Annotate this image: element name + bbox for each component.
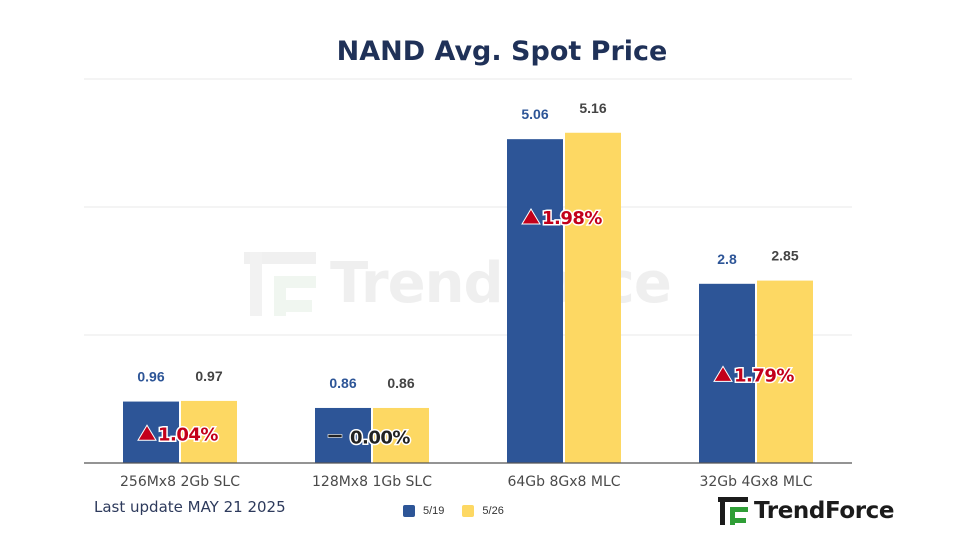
tick-label: 256Mx8 2Gb SLC [120,474,240,490]
legend: 5/19 5/26 [403,505,504,517]
watermark-logo-icon [244,251,316,316]
data-label: 2.8 [717,251,737,267]
chart-title: NAND Avg. Spot Price [336,36,668,67]
legend-item-series-1: 5/19 [403,505,444,517]
tick-label: 128Mx8 1Gb SLC [312,474,432,490]
increase-triangle-icon [137,424,157,441]
bar [373,407,429,463]
data-label: 0.96 [137,369,164,385]
legend-item-series-2: 5/26 [462,505,504,517]
tick-label: 64Gb 8Gx8 MLC [507,474,620,490]
data-label: 0.86 [329,375,356,391]
bar [757,280,813,463]
data-label: 2.85 [771,248,798,264]
bar [507,139,563,463]
data-label: 0.86 [387,375,414,391]
legend-swatch-series-1 [403,505,415,517]
brand-logo: TrendForce [718,497,895,525]
bar [181,400,237,463]
change-percent-label: 1.98% [542,208,602,229]
change-percent-label: 0.00% [350,427,410,448]
data-label: 0.97 [195,368,222,384]
legend-label-series-1: 5/19 [423,505,445,517]
no-change-dash-icon [327,434,343,438]
last-update-text: Last update MAY 21 2025 [94,498,286,516]
brand-name: TrendForce [754,498,895,524]
bar [315,407,371,463]
increase-triangle-icon [713,365,733,382]
change-percent-label: 1.79% [734,365,794,386]
legend-swatch-series-2 [462,505,475,517]
data-label: 5.06 [521,106,548,122]
bar [565,132,621,463]
legend-label-series-2: 5/26 [482,505,504,517]
change-percent-label: 1.04% [158,424,218,445]
data-label: 5.16 [579,100,606,116]
trendforce-logo-icon [718,497,748,525]
increase-triangle-icon [521,208,541,225]
tick-label: 32Gb 4Gx8 MLC [699,474,812,490]
